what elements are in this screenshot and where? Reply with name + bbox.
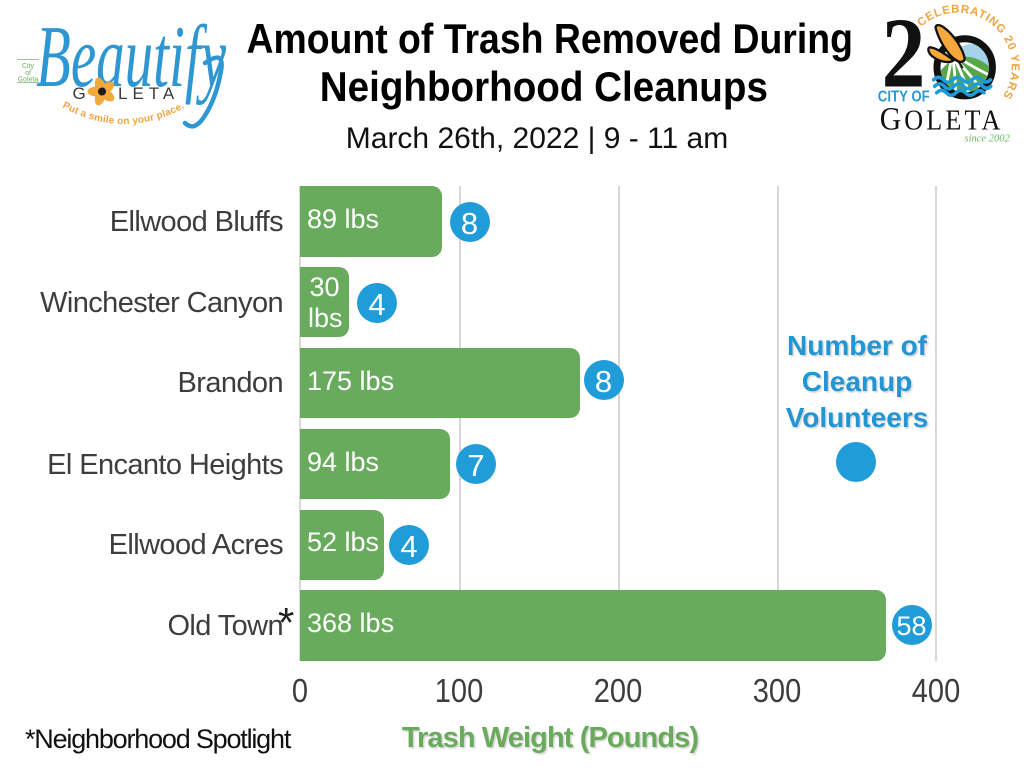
svg-text:LETA: LETA xyxy=(118,84,179,103)
svg-text:G: G xyxy=(73,84,86,103)
svg-text:Goleta: Goleta xyxy=(18,77,39,84)
svg-text:GOLETA: GOLETA xyxy=(880,100,1004,137)
svg-text:Beautify: Beautify xyxy=(36,9,226,106)
svg-text:2: 2 xyxy=(882,0,926,109)
svg-text:of: of xyxy=(25,70,31,77)
svg-text:City: City xyxy=(22,63,35,70)
svg-text:CITY OF: CITY OF xyxy=(878,88,930,105)
svg-text:since 2002: since 2002 xyxy=(965,134,1011,145)
